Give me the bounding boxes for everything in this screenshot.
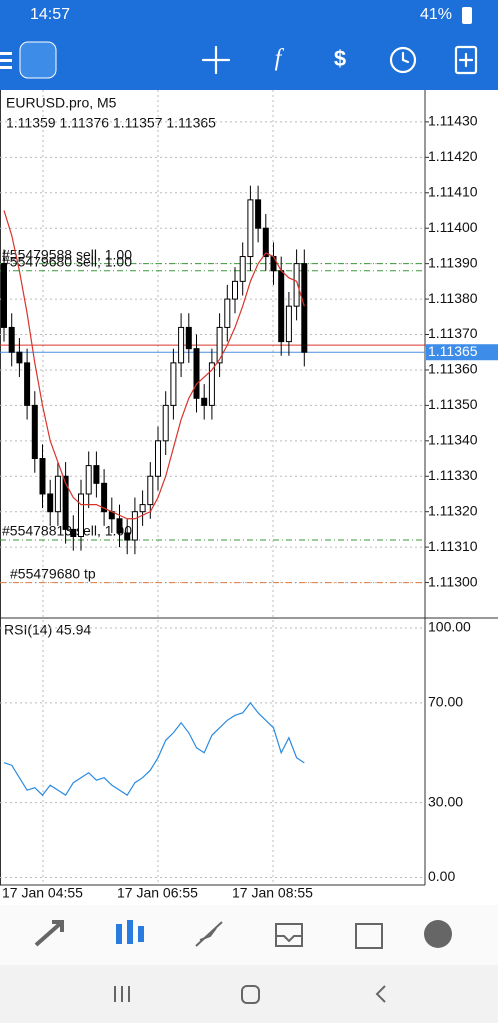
candle-body xyxy=(285,305,292,343)
candle-body xyxy=(16,351,23,364)
y-tick-label: 1.11350 xyxy=(428,396,478,412)
candle-body xyxy=(1,263,7,328)
menu[interactable] xyxy=(0,52,12,69)
clock: 14:57 xyxy=(30,6,70,23)
y-tick-label: 1.11410 xyxy=(428,183,478,199)
candle-body xyxy=(47,493,54,513)
candle-body xyxy=(170,362,177,406)
order-label: #55479680 tp xyxy=(10,565,96,581)
candle-body xyxy=(262,227,269,258)
order-label: #55478813 sell, 1.00 xyxy=(2,523,132,539)
candle-body xyxy=(78,493,84,537)
ohlc: 1.11359 1.11376 1.11357 1.11365 xyxy=(6,115,216,131)
y-tick-label: 1.11400 xyxy=(428,219,478,235)
candle-body xyxy=(85,465,92,495)
candle-body xyxy=(131,511,138,541)
y-tick-label: 1.11390 xyxy=(428,254,478,270)
candle-body xyxy=(39,458,46,495)
crosshair[interactable] xyxy=(201,45,231,75)
symbol: EURUSD.pro, M5 xyxy=(6,95,117,111)
logo[interactable] xyxy=(19,41,57,79)
system-nav xyxy=(0,965,498,1023)
y-tick-label: 1.11370 xyxy=(428,325,478,341)
time-label: 17 Jan 04:55 xyxy=(2,885,83,901)
top-bar xyxy=(0,0,498,90)
candle-body xyxy=(147,475,154,506)
y-tick-label: 1.11380 xyxy=(428,290,478,306)
candle-body xyxy=(178,326,185,364)
time-label: 17 Jan 08:55 xyxy=(232,885,313,901)
y-tick-label: 1.11310 xyxy=(428,538,478,554)
price-box xyxy=(426,344,498,361)
y-tick-label: 1.11300 xyxy=(428,573,478,589)
order-label: #55479588 sell, 1.00 xyxy=(2,246,132,262)
candle-body xyxy=(301,263,308,353)
y-tick-label: 1.11320 xyxy=(428,502,478,518)
candle-body xyxy=(193,348,200,399)
candle-body xyxy=(239,256,246,282)
y-tick-label: 1.11340 xyxy=(428,432,478,448)
rsi-label: RSI(14) 45.94 xyxy=(4,622,91,638)
battery-icon xyxy=(462,7,472,24)
new-order[interactable] xyxy=(454,45,478,75)
candle-body xyxy=(224,298,231,328)
candle-body xyxy=(185,326,192,350)
y-tick-label: 70.00 xyxy=(428,694,463,710)
system-buttons[interactable] xyxy=(114,985,386,1004)
moving-average xyxy=(3,210,305,520)
y-tick-label: 1.11420 xyxy=(428,148,478,164)
candle-body xyxy=(201,397,208,406)
candle-body xyxy=(162,404,169,442)
nav-icons[interactable] xyxy=(34,920,452,949)
order-label: #55479680 sell, 1.00 xyxy=(2,253,132,269)
candle-body xyxy=(31,404,38,460)
y-tick-label: 0.00 xyxy=(428,868,455,884)
candle-body xyxy=(124,532,131,541)
candle-body xyxy=(8,326,15,353)
indicators[interactable]: f xyxy=(275,46,285,72)
time-label: 17 Jan 06:55 xyxy=(117,885,198,901)
y-tick-label: 100.00 xyxy=(428,619,471,635)
candle-body xyxy=(70,528,77,537)
candle-body xyxy=(247,199,254,258)
y-tick-label: 1.11330 xyxy=(428,467,478,483)
candle-body xyxy=(208,362,215,406)
bottom-nav xyxy=(0,905,498,965)
y-tick-label: 1.11360 xyxy=(428,361,478,377)
candle-body xyxy=(116,518,123,534)
candle-body xyxy=(255,199,262,229)
candle-body xyxy=(232,280,238,300)
candle-body xyxy=(24,362,31,406)
candle-body xyxy=(216,326,223,364)
candle-body xyxy=(54,475,61,513)
candle-body xyxy=(278,270,285,343)
y-tick-label: 30.00 xyxy=(428,793,463,809)
price-label: 1.11365 xyxy=(428,343,478,359)
y-tick-label: 1.11430 xyxy=(428,113,478,129)
candle-body xyxy=(101,482,108,513)
candle-body xyxy=(139,504,146,513)
candle-body xyxy=(293,263,300,307)
trade[interactable]: $ xyxy=(334,46,346,71)
timeframe[interactable] xyxy=(389,46,417,74)
rsi-line xyxy=(3,701,305,797)
candle-body xyxy=(93,465,100,484)
battery: 41% xyxy=(420,6,452,23)
candle-body xyxy=(155,440,161,477)
candle-body xyxy=(62,475,69,530)
